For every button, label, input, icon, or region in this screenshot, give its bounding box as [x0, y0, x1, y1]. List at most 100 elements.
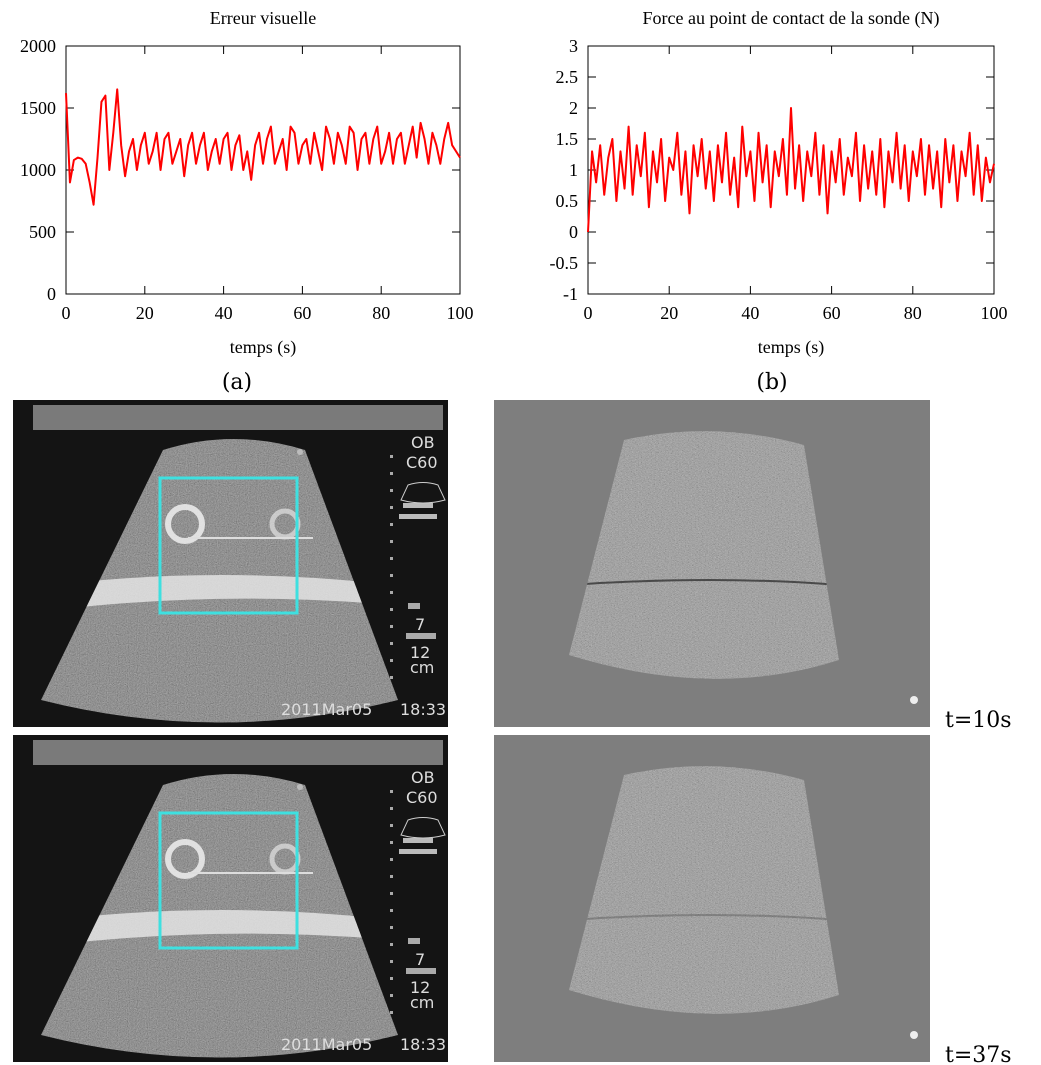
depth-dot: [390, 472, 393, 475]
corner-icon: [910, 1031, 918, 1039]
depth-dot: [390, 557, 393, 560]
echo-line: [569, 579, 839, 586]
marker-dot: [297, 449, 303, 455]
depth-dot: [390, 841, 393, 844]
depth-dot: [390, 574, 393, 577]
depth-dot: [390, 540, 393, 543]
ring: [165, 839, 205, 879]
y-tick-label: 0: [569, 222, 578, 242]
data-line: [65, 88, 461, 206]
depth-dot: [390, 591, 393, 594]
x-tick-label: 0: [584, 303, 593, 323]
header-bar: [33, 740, 443, 765]
probe-icon: [400, 817, 446, 839]
depth-dot: [390, 506, 393, 509]
y-tick-label: 1000: [20, 160, 56, 180]
x-tick-label: 40: [741, 303, 759, 323]
focus-label: 7: [415, 615, 425, 634]
x-axis-label: temps (s): [758, 337, 825, 358]
focus-bar: [408, 603, 420, 609]
depth-dot: [390, 790, 393, 793]
ring: [165, 504, 205, 544]
depth-dot: [390, 858, 393, 861]
y-tick-label: 1500: [20, 98, 56, 118]
depth-dot: [390, 960, 393, 963]
y-tick-label: 2: [569, 98, 578, 118]
bright-band: [53, 575, 393, 610]
depth-dot: [390, 807, 393, 810]
probe-label: C60: [406, 788, 438, 807]
x-tick-label: 100: [447, 303, 474, 323]
y-tick-label: -0.5: [550, 253, 579, 273]
depth-dot: [390, 926, 393, 929]
depth-label: 12: [410, 643, 430, 662]
depth-dot: [390, 523, 393, 526]
corner-icon: [910, 696, 918, 704]
x-tick-label: 40: [215, 303, 233, 323]
depth-dot: [390, 659, 393, 662]
depth-dot: [390, 875, 393, 878]
x-tick-label: 60: [293, 303, 311, 323]
gain-bar: [399, 514, 437, 519]
depth-dot: [390, 943, 393, 946]
mode-label: OB: [411, 768, 435, 787]
depth-unit: cm: [410, 658, 434, 677]
x-axis-label: temps (s): [230, 337, 297, 358]
depth-dot: [390, 892, 393, 895]
y-tick-label: 1: [569, 160, 578, 180]
mode-label: OB: [411, 433, 435, 452]
header-bar: [33, 405, 443, 430]
depth-dot: [390, 625, 393, 628]
caption: (a): [222, 370, 252, 395]
time-label: t=10s: [945, 708, 1012, 733]
plot-frame: [587, 45, 995, 295]
time-stamp: 18:33: [400, 700, 446, 719]
depth-dot: [390, 909, 393, 912]
difference-image: [494, 735, 930, 1062]
depth-dot: [390, 455, 393, 458]
focus-bar: [406, 968, 436, 974]
probe-label: C60: [406, 453, 438, 472]
depth-unit: cm: [410, 993, 434, 1012]
chart-title: Force au point de contact de la sonde (N…: [643, 8, 940, 29]
marker-dot: [297, 784, 303, 790]
date-label: 2011Mar05: [281, 1035, 372, 1054]
echo-line: [569, 914, 839, 921]
depth-label: 12: [410, 978, 430, 997]
focus-bar: [408, 938, 420, 944]
depth-dot: [390, 824, 393, 827]
x-tick-label: 20: [136, 303, 154, 323]
data-line: [587, 107, 995, 233]
focus-label: 7: [415, 950, 425, 969]
gain-bar: [403, 503, 433, 508]
x-tick-label: 80: [904, 303, 922, 323]
difference-image: [494, 400, 930, 727]
y-tick-label: 2000: [20, 36, 56, 56]
roi-box: [158, 476, 299, 615]
gain-bar: [399, 849, 437, 854]
bright-band: [53, 910, 393, 945]
x-tick-label: 20: [660, 303, 678, 323]
depth-dot: [390, 994, 393, 997]
x-tick-label: 100: [981, 303, 1008, 323]
depth-dot: [390, 1011, 393, 1014]
depth-dot: [390, 676, 393, 679]
depth-dot: [390, 489, 393, 492]
focus-bar: [406, 633, 436, 639]
chart-title: Erreur visuelle: [210, 8, 316, 28]
y-tick-label: -1: [563, 284, 578, 304]
depth-dot: [390, 642, 393, 645]
x-tick-label: 80: [372, 303, 390, 323]
caption: (b): [756, 370, 787, 395]
depth-dot: [390, 608, 393, 611]
x-tick-label: 60: [823, 303, 841, 323]
time-stamp: 18:33: [400, 1035, 446, 1054]
y-tick-label: 1.5: [556, 129, 579, 149]
y-tick-label: 0.5: [556, 191, 579, 211]
y-tick-label: 2.5: [556, 67, 579, 87]
y-tick-label: 500: [29, 222, 56, 242]
x-tick-label: 0: [62, 303, 71, 323]
